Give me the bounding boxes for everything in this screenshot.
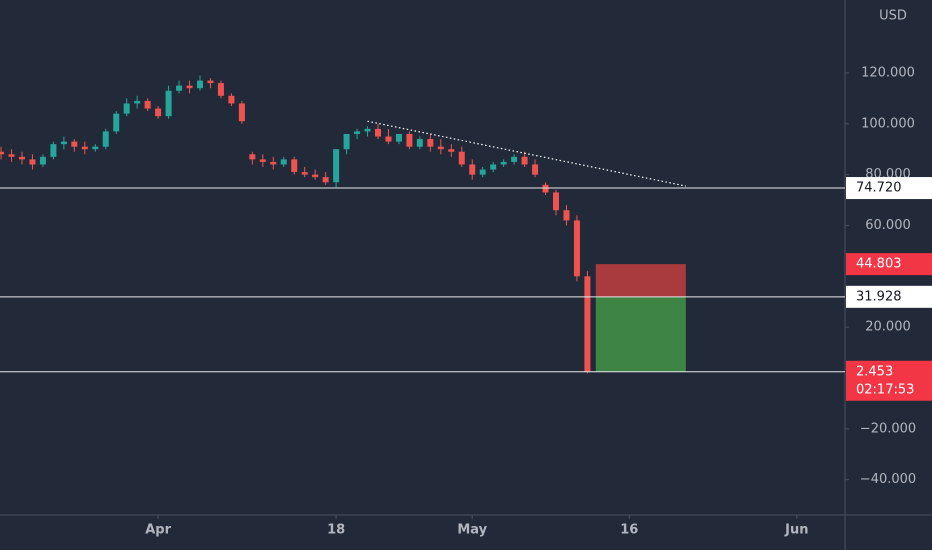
candle-body <box>395 133 402 142</box>
candle-body <box>437 146 444 150</box>
candle-body <box>249 154 256 160</box>
candle-body <box>0 151 5 155</box>
candle-body <box>584 276 591 372</box>
candle-body <box>479 169 486 175</box>
candle-body <box>228 95 235 104</box>
candle-body <box>312 174 319 178</box>
candle-body <box>165 90 172 117</box>
candle-body <box>573 220 580 277</box>
y-tick-label: 120.000 <box>861 65 915 80</box>
currency-label: USD <box>879 9 907 24</box>
candle-body <box>280 159 287 165</box>
candle-body <box>134 100 141 104</box>
countdown-label: 02:17:53 <box>856 382 914 397</box>
x-tick-label: 16 <box>620 523 638 538</box>
candle-body <box>521 156 528 165</box>
candle-body <box>155 108 162 117</box>
y-tick-label: −20.000 <box>860 421 916 436</box>
candle-body <box>29 159 36 165</box>
candle-body <box>427 139 434 147</box>
candle-body <box>176 85 183 91</box>
candle-body <box>374 128 381 137</box>
price-label: 2.453 <box>856 364 893 379</box>
price-box <box>846 285 932 308</box>
candle-body <box>123 103 130 114</box>
y-tick-label: 100.000 <box>861 116 915 131</box>
candle-body <box>301 172 308 175</box>
candle-body <box>406 133 413 147</box>
candle-body <box>81 146 88 150</box>
candle-body <box>490 164 497 170</box>
target-zone <box>595 296 686 372</box>
y-tick-label: 60.000 <box>865 218 911 233</box>
y-tick-label: 20.000 <box>865 320 911 335</box>
candle-body <box>322 177 329 183</box>
x-tick-label: 18 <box>327 523 345 538</box>
candle-body <box>8 154 15 157</box>
candle-body <box>186 85 193 89</box>
candle-body <box>291 159 298 173</box>
price-label: 74.720 <box>856 181 902 196</box>
candle-body <box>354 131 361 134</box>
x-tick-label: Apr <box>145 523 171 538</box>
candle-body <box>553 192 560 211</box>
candle-body <box>71 141 78 147</box>
candle-body <box>217 83 224 96</box>
candle-body <box>60 141 67 145</box>
x-tick-label: Jun <box>784 523 808 538</box>
stop-price-box <box>846 253 932 276</box>
candle-body <box>259 159 266 162</box>
price-box <box>846 177 932 200</box>
candle-body <box>333 149 340 183</box>
candle-body <box>364 128 371 132</box>
candle-body <box>113 113 120 132</box>
candle-body <box>270 161 277 165</box>
candle-body <box>563 210 570 221</box>
candle-body <box>196 80 203 89</box>
x-tick-label: May <box>457 523 487 538</box>
candle-body <box>458 151 465 165</box>
candle-body <box>500 161 507 165</box>
candle-body <box>343 133 350 150</box>
candle-body <box>92 146 99 150</box>
candle-body <box>238 103 245 122</box>
candle-body <box>511 156 518 162</box>
candle-body <box>102 131 109 147</box>
price-label: 31.928 <box>856 289 902 304</box>
candle-body <box>532 164 539 175</box>
candle-body <box>416 139 423 147</box>
candle-body <box>542 184 549 193</box>
candle-body <box>207 80 214 84</box>
candle-body <box>39 156 46 165</box>
candle-body <box>385 136 392 142</box>
candle-body <box>144 100 151 109</box>
candle-body <box>469 164 476 175</box>
y-tick-label: −40.000 <box>860 472 916 487</box>
candle-body <box>50 144 57 157</box>
stop-zone <box>595 264 686 297</box>
stop-price-label: 44.803 <box>856 257 902 272</box>
price-box <box>846 360 932 401</box>
candle-body <box>448 149 455 152</box>
candle-body <box>18 156 25 160</box>
